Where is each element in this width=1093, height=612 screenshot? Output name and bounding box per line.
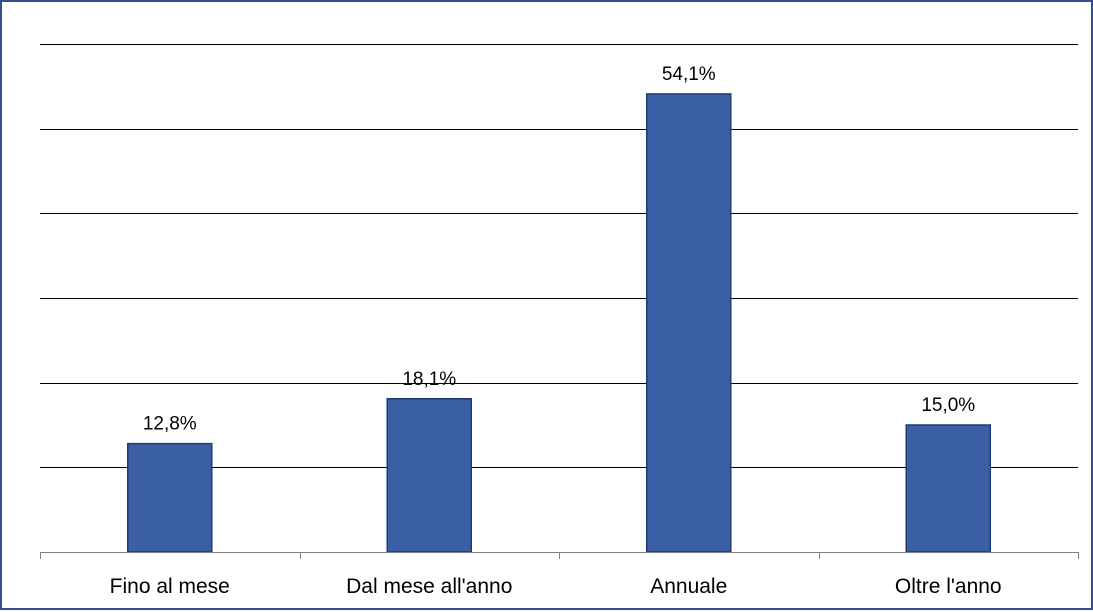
bar-1	[127, 442, 213, 553]
x-axis	[40, 552, 1079, 559]
category-label-2: Dal mese all'anno	[346, 575, 512, 598]
category-labels: Fino al mese Dal mese all'anno Annuale Oltr…	[110, 575, 1002, 598]
data-label-2: 18,1%	[402, 369, 456, 390]
bar-2	[386, 398, 472, 553]
bars	[127, 93, 991, 553]
bar-4	[905, 424, 991, 553]
data-labels: 12,8% 18,1% 54,1% 15,0%	[143, 64, 975, 435]
category-label-3: Annuale	[650, 575, 727, 598]
data-label-1: 12,8%	[143, 414, 197, 435]
bar-3	[646, 93, 732, 553]
gridlines	[40, 44, 1078, 468]
data-label-4: 15,0%	[921, 395, 975, 416]
category-label-4: Oltre l'anno	[895, 575, 1002, 598]
category-label-1: Fino al mese	[110, 575, 230, 598]
data-label-3: 54,1%	[662, 64, 716, 85]
